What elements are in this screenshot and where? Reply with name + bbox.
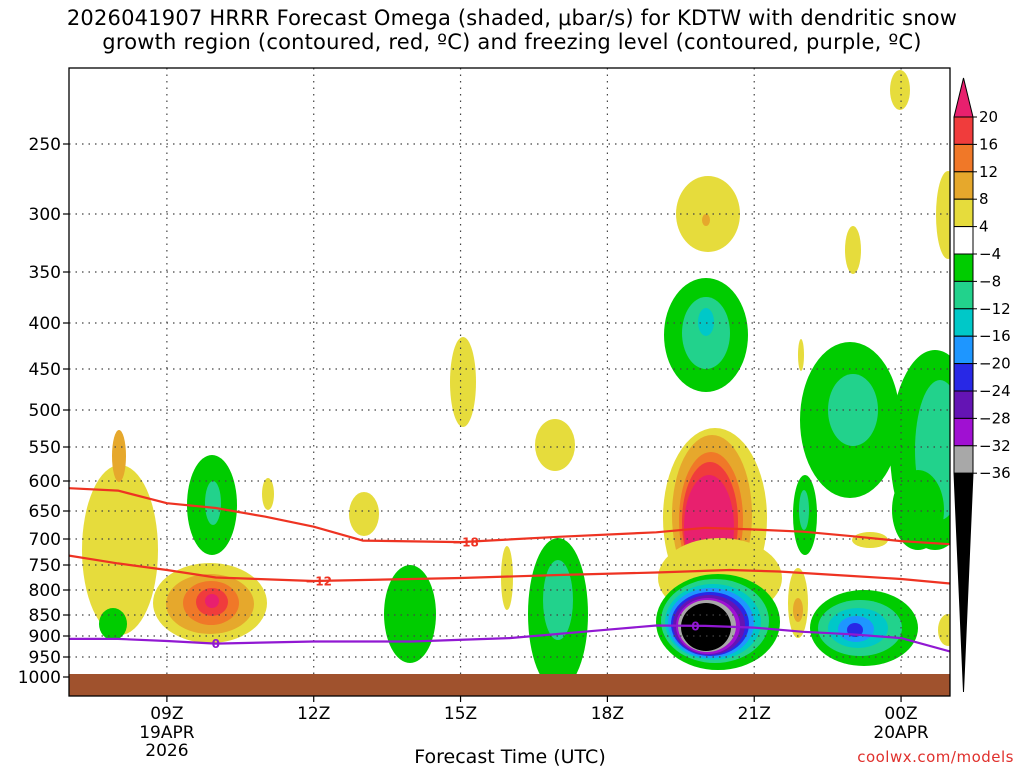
x-tick-label-00Z: 00Z	[884, 704, 917, 724]
colorbar-label-11: −28	[979, 409, 1011, 427]
contour-label--12: −12	[305, 575, 332, 589]
contour-label-0: 0	[212, 637, 220, 651]
title-line-2: growth region (contoured, red, ºC) and f…	[102, 30, 922, 54]
colorbar-swatch-6	[953, 253, 974, 282]
rise-14z	[384, 565, 436, 663]
contour-0	[69, 624, 950, 653]
colorbar: 20 16 12 8 4 −4 −8 −12 −16 −20 −24 −28 −32 −36	[953, 77, 1011, 693]
sink-24z-top	[890, 70, 910, 110]
x-axis-label: Forecast Time (UTC)	[414, 746, 606, 768]
rise-23z-upper-core	[828, 374, 878, 446]
contour-label-0b: 0	[691, 619, 699, 633]
colorbar-label-2: 12	[979, 163, 998, 181]
contour--12	[69, 554, 950, 585]
colorbar-swatch-9	[953, 335, 974, 365]
sink-08z-upper	[82, 465, 158, 635]
colorbar-swatch-2	[953, 143, 974, 173]
sink-25z-upper	[936, 171, 950, 259]
sink-15z	[450, 337, 476, 427]
colorbar-label-13: −36	[979, 464, 1011, 482]
sink-17z	[535, 419, 575, 471]
y-tick-label-400: 400	[29, 314, 61, 334]
y-tick-label-1000: 1000	[18, 668, 61, 688]
rise-17z-core	[543, 560, 573, 640]
y-tick-label-300: 300	[29, 205, 61, 225]
temperature-contours: −18 −12 0 0	[69, 487, 950, 653]
colorbar-label-3: 8	[979, 190, 989, 208]
colorbar-label-7: −12	[979, 300, 1011, 318]
colorbar-swatch-13	[953, 445, 974, 474]
y-tick-label-450: 450	[29, 360, 61, 380]
y-tick-label-950: 950	[29, 648, 61, 668]
y-tick-label-750: 750	[29, 556, 61, 576]
colorbar-label-8: −16	[979, 327, 1011, 345]
chart-title: 2026041907 HRRR Forecast Omega (shaded, …	[0, 6, 1024, 54]
title-line-1: 2026041907 HRRR Forecast Omega (shaded, …	[66, 6, 958, 30]
sink-20z-upper-core	[702, 214, 710, 226]
colorbar-label-10: −24	[979, 382, 1011, 400]
sink-22z-upper	[798, 339, 804, 371]
x-tick-date-00Z: 20APR	[873, 723, 929, 743]
pressure-gridlines	[69, 68, 950, 696]
x-tick-label-12Z: 12Z	[297, 704, 330, 724]
colorbar-label-0: 20	[979, 108, 998, 126]
colorbar-top-triangle	[953, 77, 974, 118]
contour-label--18: −18	[452, 536, 479, 550]
colorbar-swatch-5	[953, 226, 974, 255]
colorbar-label-4: 4	[979, 218, 989, 236]
x-tick-date-09Z: 19APR	[139, 723, 195, 743]
plot-frame	[68, 67, 951, 697]
y-tick-label-800: 800	[29, 581, 61, 601]
sink-08z-upper-core	[112, 430, 126, 482]
y-tick-label-500: 500	[29, 401, 61, 421]
rise-21z-core	[799, 490, 809, 530]
ground-layer	[69, 674, 950, 696]
y-tick-label-700: 700	[29, 530, 61, 550]
sink-16z	[501, 546, 513, 610]
sink-13z	[349, 492, 379, 536]
sink-20z-upper	[676, 176, 740, 252]
rise-20z-400-o3	[698, 308, 714, 336]
sink-11z	[262, 478, 274, 510]
colorbar-label-9: −20	[979, 355, 1011, 373]
x-tick-label-09Z: 09Z	[150, 704, 183, 724]
x-tick-label-15Z: 15Z	[444, 704, 477, 724]
y-tick-label-550: 550	[29, 438, 61, 458]
contour--18	[69, 487, 950, 546]
x-tick-year-09Z: 2026	[145, 741, 188, 761]
colorbar-swatch-11	[953, 390, 974, 419]
y-tick-label-350: 350	[29, 263, 61, 283]
x-tick-label-18Z: 18Z	[591, 704, 624, 724]
colorbar-swatch-10	[953, 363, 974, 392]
colorbar-swatch-3	[953, 171, 974, 200]
y-tick-label-850: 850	[29, 606, 61, 626]
colorbar-swatch-4	[953, 198, 974, 228]
colorbar-swatch-1	[953, 116, 974, 145]
colorbar-swatch-12	[953, 417, 974, 447]
sink-21z-upper	[845, 226, 861, 274]
omega-shading	[82, 70, 950, 690]
credit-link[interactable]: coolwx.com/models	[857, 748, 1014, 766]
colorbar-bottom-triangle	[953, 472, 974, 693]
y-tick-label-600: 600	[29, 472, 61, 492]
colorbar-label-5: −4	[979, 245, 1001, 263]
rise-10z-mid-core	[205, 481, 221, 525]
colorbar-label-1: 16	[979, 135, 998, 153]
y-tick-label-900: 900	[29, 627, 61, 647]
x-tick-label-21Z: 21Z	[738, 704, 771, 724]
colorbar-swatch-7	[953, 280, 974, 310]
sink-10z-low-o5	[205, 594, 219, 608]
sink-22z-core	[793, 598, 803, 622]
rise-08z-low	[99, 608, 127, 640]
y-axis: 2503003504004505005506006507007508008509…	[18, 135, 69, 688]
rise-24z-right-low	[892, 470, 944, 550]
y-tick-label-650: 650	[29, 502, 61, 522]
y-tick-label-250: 250	[29, 135, 61, 155]
colorbar-label-6: −8	[979, 272, 1001, 290]
sink-25z-low	[938, 614, 950, 646]
colorbar-label-12: −32	[979, 437, 1011, 455]
colorbar-swatch-8	[953, 308, 974, 337]
